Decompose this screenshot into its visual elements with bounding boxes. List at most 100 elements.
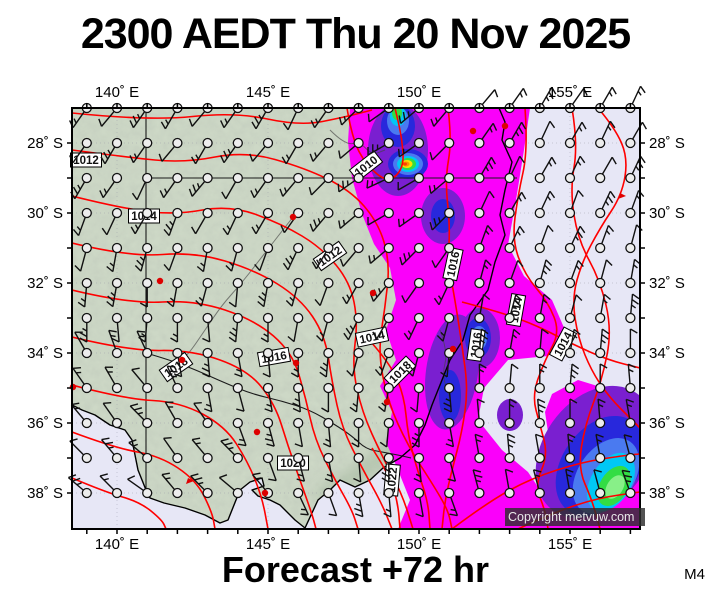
wind-barb-feather: [519, 225, 525, 234]
station-circle: [81, 312, 92, 324]
wind-barb-feather: [609, 190, 616, 199]
station-circle: [534, 417, 545, 429]
wind-barb-feather: [137, 411, 144, 415]
wind-barb: [74, 331, 92, 359]
wind-barb: [399, 242, 425, 266]
wind-barb-stem: [225, 181, 237, 200]
station-circle: [262, 172, 274, 184]
station-circle: [172, 172, 183, 184]
wind-barb-feather: [551, 156, 557, 165]
wind-barb: [74, 242, 92, 272]
wind-barb-stem: [282, 180, 296, 197]
wind-barb-feather: [512, 304, 517, 310]
wind-barb-feather: [515, 294, 522, 301]
wind-barb-feather: [220, 155, 225, 163]
wind-barb-feather: [268, 478, 277, 482]
station-circle: [232, 382, 243, 394]
station-circle: [474, 312, 485, 324]
wind-barb-feather: [403, 253, 407, 262]
station-circle: [202, 172, 213, 184]
wind-barb-stem: [570, 329, 575, 349]
station-circle: [142, 312, 153, 324]
wind-barb-stem: [259, 251, 268, 271]
wind-barb: [534, 156, 557, 184]
wind-barb-feather: [261, 292, 267, 297]
wind-barb-feather: [136, 113, 141, 119]
wind-barb: [104, 366, 123, 394]
wind-barb-feather: [342, 180, 345, 189]
wind-barb-stem: [630, 294, 634, 314]
wind-barb-stem: [355, 392, 359, 412]
wind-barb-stem: [263, 287, 268, 307]
wind-barb-feather: [192, 437, 201, 441]
station-circle: [564, 312, 576, 324]
wind-barb-feather: [381, 477, 390, 483]
wind-barb: [99, 473, 123, 499]
wind-barb-feather: [141, 332, 146, 338]
wind-barb: [504, 294, 522, 324]
wind-barb: [188, 172, 213, 197]
wind-barb-feather: [384, 467, 390, 472]
wind-barb: [595, 190, 616, 219]
wind-barb-stem: [601, 225, 610, 245]
wind-barb: [343, 312, 364, 341]
wind-barb: [100, 137, 123, 165]
lat-axis-label-left: 32˚ S: [27, 275, 63, 292]
station-circle: [625, 137, 636, 149]
wind-barb-feather: [385, 508, 391, 513]
wind-barb-feather: [110, 334, 116, 338]
wind-barb-stem: [191, 110, 206, 127]
station-circle: [595, 382, 606, 394]
wind-barb-feather: [134, 224, 139, 230]
station-circle: [232, 242, 243, 254]
wind-barb-feather: [228, 336, 237, 343]
wind-barb-feather: [628, 363, 636, 369]
station-circle: [111, 277, 123, 289]
wind-barb-feather: [378, 405, 386, 413]
wind-barb-feather: [194, 477, 203, 481]
wind-barb-feather: [509, 398, 517, 404]
wind-barb-stem: [474, 434, 480, 454]
wind-barb-stem: [191, 439, 206, 456]
wind-barb: [319, 347, 334, 378]
wind-barb-stem: [268, 461, 277, 481]
wind-barb-feather: [397, 148, 401, 157]
wind-barb-feather: [228, 301, 237, 308]
station-circle: [232, 277, 243, 289]
wind-barb-feather: [490, 156, 497, 165]
wind-barb-stem: [74, 331, 86, 350]
wind-barb-feather: [76, 226, 82, 231]
station-circle: [142, 172, 153, 184]
wind-barb-stem: [571, 155, 581, 175]
isobar-label: 1020: [277, 455, 309, 471]
wind-barb-stem: [442, 322, 449, 342]
wind-barb-stem: [450, 496, 459, 516]
wind-barb-feather: [383, 512, 392, 518]
station-circle: [474, 347, 485, 359]
wind-barb-feather: [575, 265, 581, 270]
wind-barb-feather: [77, 301, 86, 308]
wind-barb: [534, 190, 556, 219]
station-circle: [262, 242, 274, 254]
station-circle: [232, 487, 243, 499]
station-circle: [534, 277, 545, 289]
wind-barb: [595, 259, 613, 289]
wind-barb-stem: [418, 462, 422, 482]
wind-barb: [139, 277, 153, 308]
station-circle: [504, 137, 515, 149]
station-circle: [383, 487, 394, 499]
wind-barb-stem: [132, 146, 146, 164]
wind-barb: [474, 122, 498, 149]
station-circle: [81, 452, 92, 464]
wind-barb-feather: [297, 473, 304, 477]
wind-barb-feather: [224, 442, 233, 446]
wind-barb: [595, 224, 615, 254]
wind-barb-stem: [131, 369, 145, 386]
station-circle: [444, 417, 455, 429]
wind-barb: [349, 382, 364, 413]
wind-barb: [367, 137, 394, 156]
station-circle: [81, 347, 92, 359]
station-circle: [474, 172, 485, 184]
wind-barb-feather: [428, 185, 432, 194]
